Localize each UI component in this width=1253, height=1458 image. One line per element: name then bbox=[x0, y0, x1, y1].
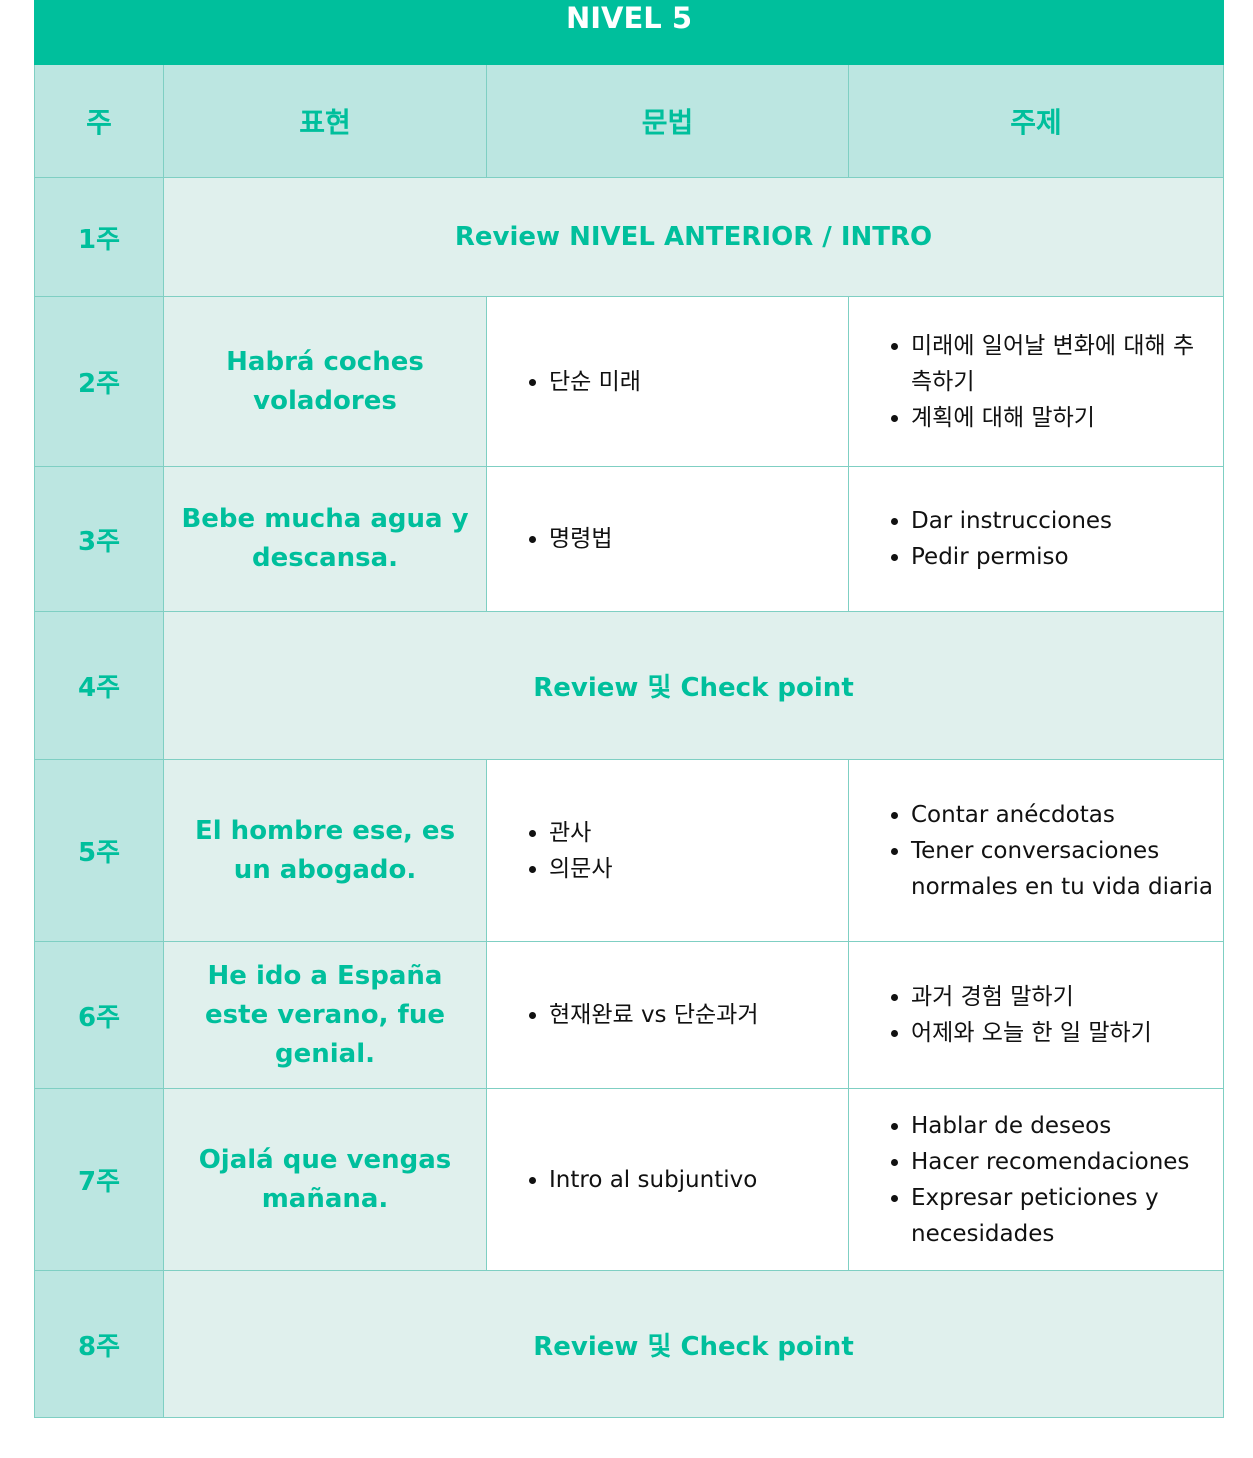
grammar-cell: 단순 미래 bbox=[486, 296, 849, 467]
expression-cell: Habrá coches voladores bbox=[163, 296, 487, 467]
grammar-item: 의문사 bbox=[549, 851, 838, 887]
topic-item: Pedir permiso bbox=[911, 539, 1213, 575]
grammar-item: 현재완료 vs 단순과거 bbox=[549, 997, 838, 1033]
header-expression: 표현 bbox=[163, 64, 487, 178]
week-cell: 6주 bbox=[34, 941, 164, 1089]
week-cell: 3주 bbox=[34, 466, 164, 612]
grammar-cell: 관사의문사 bbox=[486, 759, 849, 942]
table-row: 1주 Review NIVEL ANTERIOR / INTRO bbox=[34, 177, 1225, 297]
grammar-item: 관사 bbox=[549, 815, 838, 851]
grammar-cell: 명령법 bbox=[486, 466, 849, 612]
topic-cell: 과거 경험 말하기어제와 오늘 한 일 말하기 bbox=[847, 941, 1225, 1089]
topic-cell: 미래에 일어날 변화에 대해 추측하기계획에 대해 말하기 bbox=[847, 296, 1225, 467]
topic-item: Tener conversaciones normales en tu vida… bbox=[911, 833, 1213, 905]
week-cell: 7주 bbox=[34, 1088, 164, 1271]
topic-cell: Dar instruccionesPedir permiso bbox=[847, 466, 1225, 612]
grammar-item: 단순 미래 bbox=[549, 364, 838, 400]
grammar-cell: 현재완료 vs 단순과거 bbox=[486, 941, 849, 1089]
header-grammar: 문법 bbox=[486, 64, 849, 178]
review-cell: Review NIVEL ANTERIOR / INTRO bbox=[162, 177, 1225, 297]
grammar-item: Intro al subjuntivo bbox=[549, 1162, 838, 1198]
table-row: 6주 He ido a España este verano, fue genia… bbox=[34, 941, 1225, 1089]
header-week: 주 bbox=[34, 64, 164, 178]
curriculum-table: NIVEL 5 주 표현 문법 주제 1주 Review NIVEL ANTERI… bbox=[33, 0, 1225, 1418]
table-title: NIVEL 5 bbox=[33, 0, 1225, 65]
topic-item: Contar anécdotas bbox=[911, 797, 1213, 833]
grammar-item: 명령법 bbox=[549, 521, 838, 557]
expression-cell: Bebe mucha agua y descansa. bbox=[163, 466, 487, 612]
topic-item: Expresar peticiones y necesidades bbox=[911, 1180, 1213, 1252]
table-row: 8주 Review 및 Check point bbox=[34, 1270, 1225, 1418]
week-cell: 1주 bbox=[34, 177, 164, 297]
expression-cell: El hombre ese, es un abogado. bbox=[163, 759, 487, 942]
grammar-cell: Intro al subjuntivo bbox=[486, 1088, 849, 1271]
week-cell: 4주 bbox=[34, 611, 164, 760]
topic-item: 미래에 일어날 변화에 대해 추측하기 bbox=[911, 328, 1213, 400]
header-row: 주 표현 문법 주제 bbox=[34, 64, 1225, 178]
review-cell: Review 및 Check point bbox=[162, 611, 1225, 760]
expression-cell: Ojalá que vengas mañana. bbox=[163, 1088, 487, 1271]
topic-item: 어제와 오늘 한 일 말하기 bbox=[911, 1015, 1213, 1051]
expression-cell: He ido a España este verano, fue genial. bbox=[163, 941, 487, 1089]
topic-item: 계획에 대해 말하기 bbox=[911, 400, 1213, 436]
topic-cell: Hablar de deseosHacer recomendacionesExp… bbox=[847, 1088, 1225, 1271]
table-row: 4주 Review 및 Check point bbox=[34, 611, 1225, 760]
topic-item: Hablar de deseos bbox=[911, 1108, 1213, 1144]
week-cell: 5주 bbox=[34, 759, 164, 942]
week-cell: 8주 bbox=[34, 1270, 164, 1418]
topic-item: 과거 경험 말하기 bbox=[911, 979, 1213, 1015]
header-topic: 주제 bbox=[847, 64, 1225, 178]
review-cell: Review 및 Check point bbox=[162, 1270, 1225, 1418]
topic-item: Hacer recomendaciones bbox=[911, 1144, 1213, 1180]
topic-item: Dar instrucciones bbox=[911, 503, 1213, 539]
week-cell: 2주 bbox=[34, 296, 164, 467]
topic-cell: Contar anécdotasTener conversaciones nor… bbox=[847, 759, 1225, 942]
